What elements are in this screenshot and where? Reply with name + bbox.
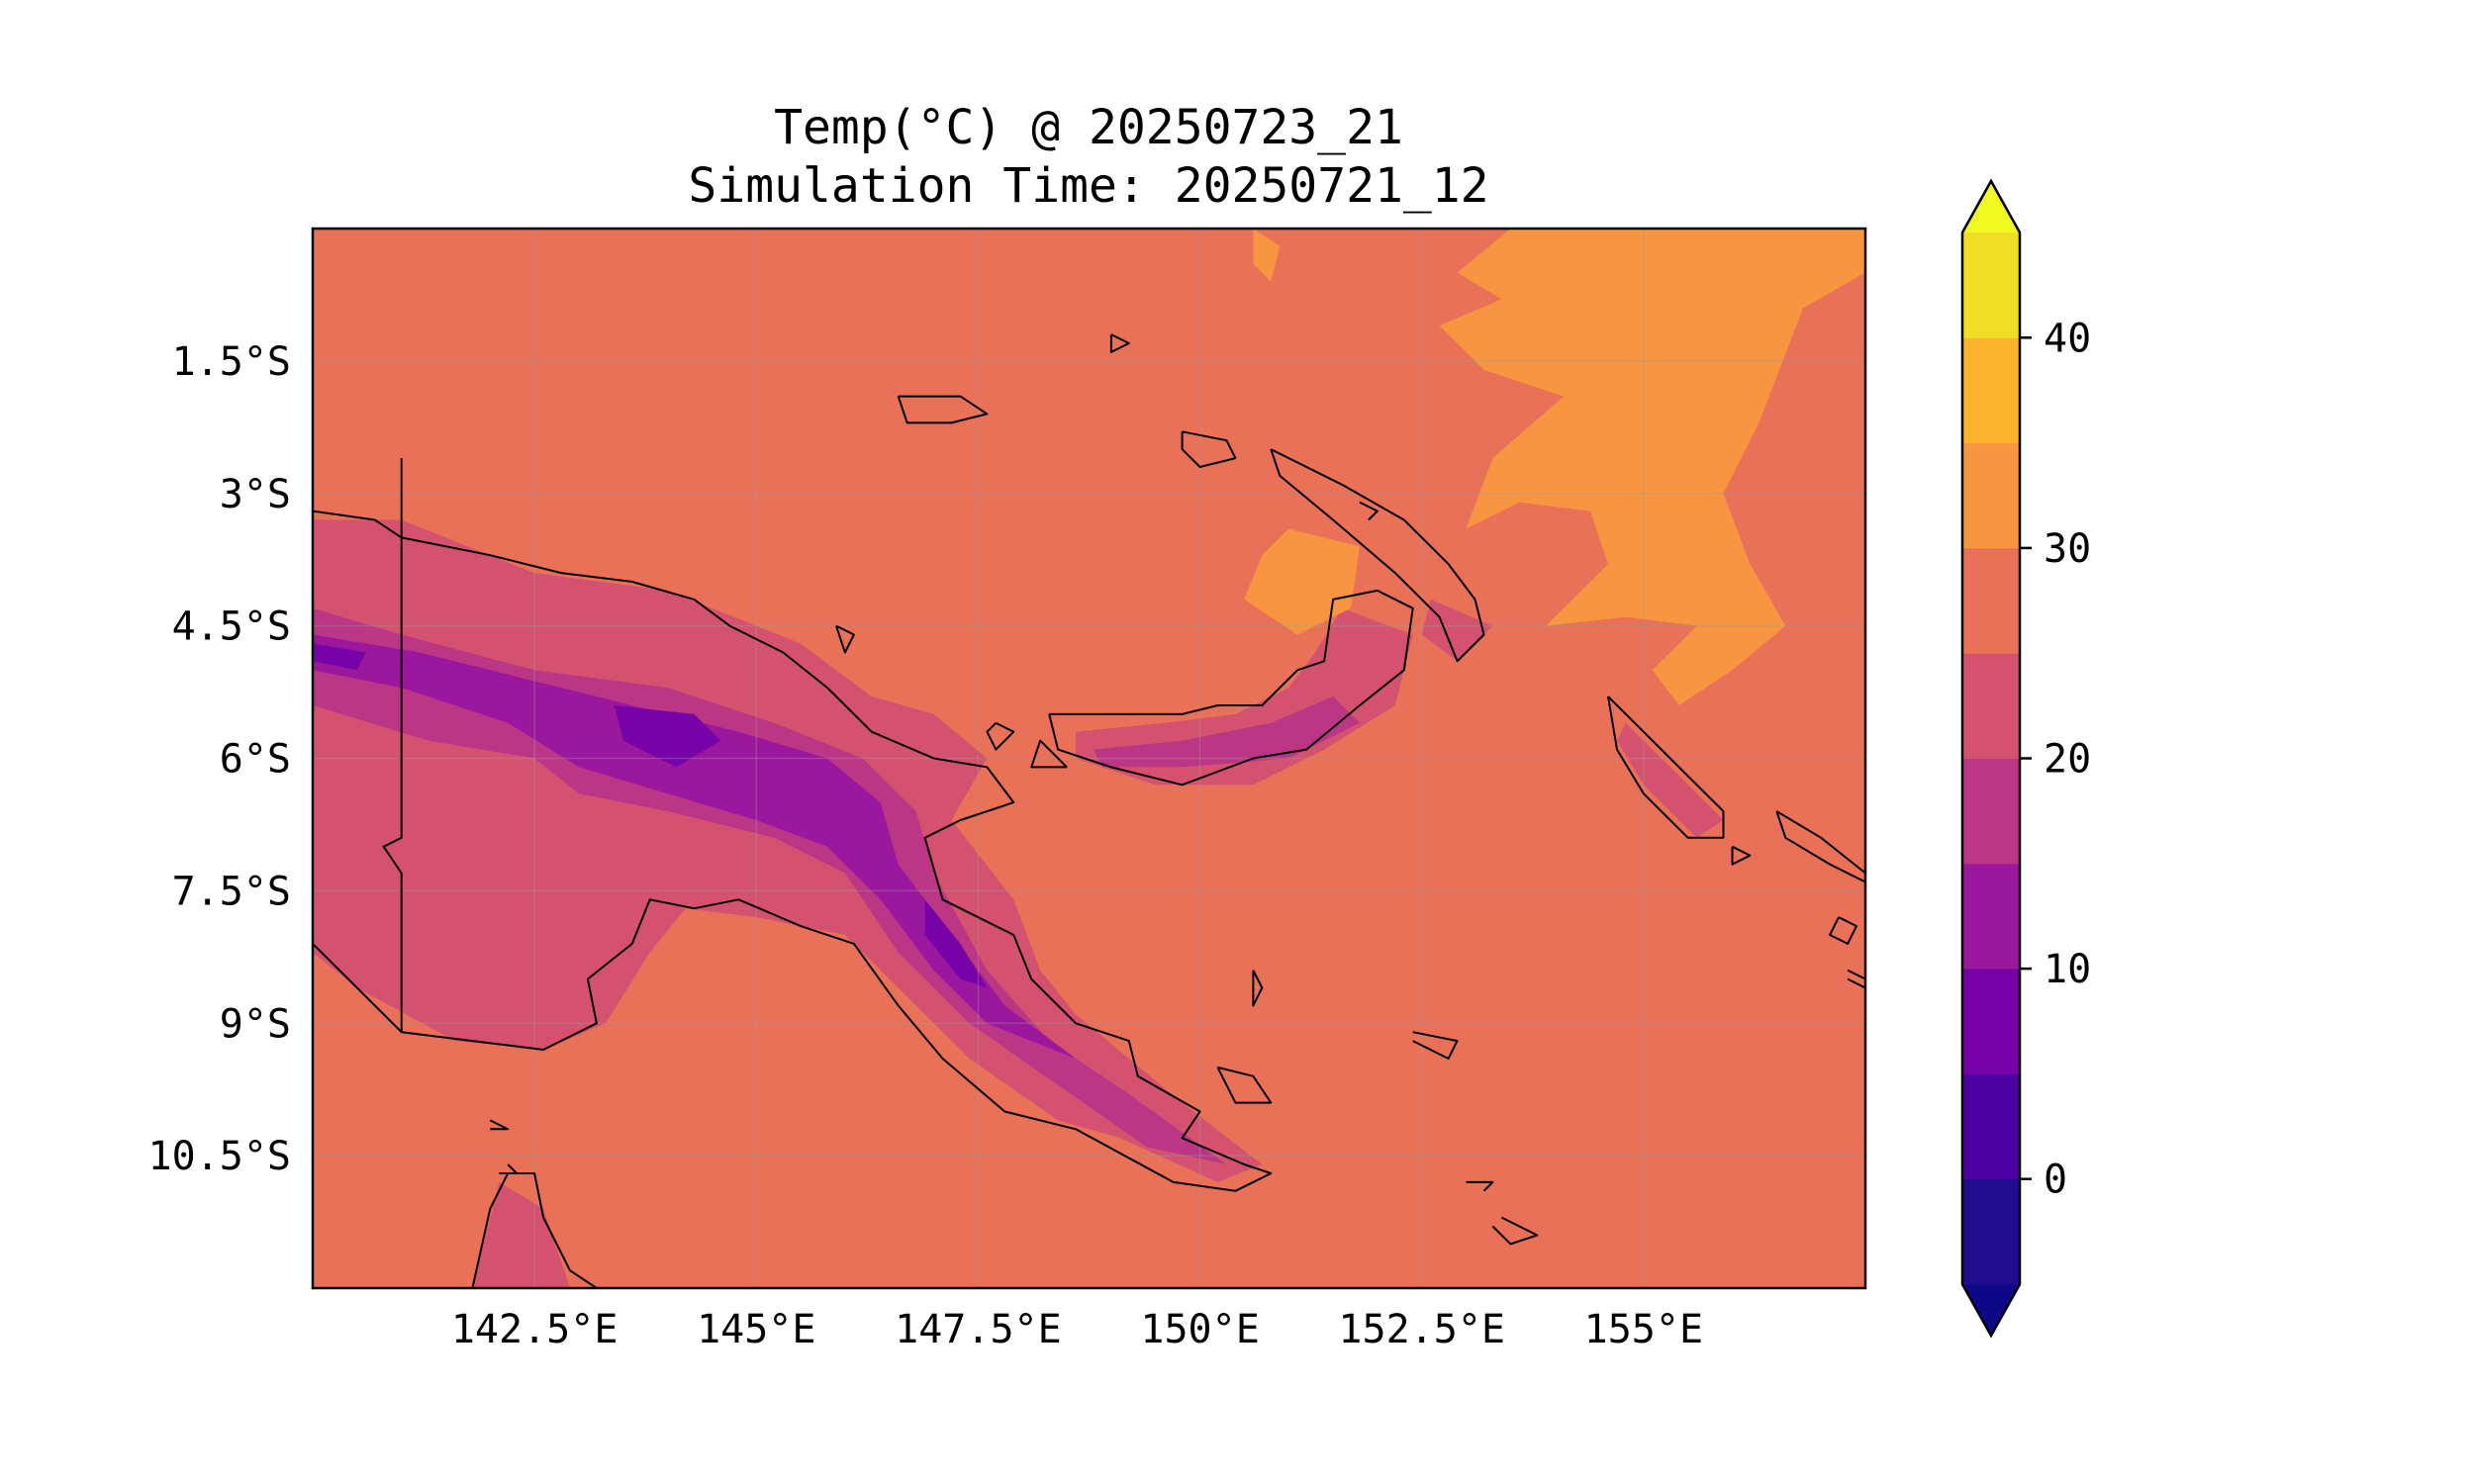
colorbar-over-triangle (1962, 181, 2020, 232)
temperature-region-20-25 (472, 1181, 570, 1288)
colorbar-outline (1960, 178, 2022, 1339)
y-axis: 1.5°S 3°S 4.5°S 6°S 7.5°S 9°S 10.5°S (148, 339, 292, 1179)
colorbar: 0 10 20 30 40 (1960, 178, 2091, 1339)
y-tick-label: 1.5°S (172, 339, 291, 385)
map-area (311, 227, 1867, 1290)
colorbar-segment (1962, 547, 2020, 654)
y-tick-label: 6°S (220, 737, 291, 783)
colorbar-tick-label: 0 (2044, 1158, 2067, 1203)
coastline (1847, 969, 1865, 989)
coastlines (313, 333, 1865, 1288)
coastline (986, 721, 1015, 751)
colorbar-under-triangle (1962, 1284, 2020, 1336)
temperature-region-5-10 (924, 899, 988, 988)
coastline (1412, 1031, 1459, 1060)
temperature-region-20-25 (1421, 599, 1493, 662)
colorbar-segment (1962, 758, 2020, 865)
temperature-region-15-20 (1094, 696, 1360, 768)
coastline (1775, 810, 1865, 883)
colorbar-segment (1962, 969, 2020, 1074)
colorbar-segment (1962, 337, 2020, 444)
country-border (382, 458, 403, 1033)
x-axis: 142.5°E 145°E 147.5°E 150°E 152.5°E 155°E (451, 1307, 1703, 1352)
temperature-region-30-35 (1253, 229, 1281, 282)
y-tick-label: 7.5°S (172, 869, 291, 914)
temperature-region-5-10 (614, 705, 721, 768)
coastline (1048, 589, 1414, 787)
y-tick-label: 10.5°S (148, 1134, 292, 1179)
coastline (1731, 845, 1752, 866)
x-tick-label: 145°E (697, 1307, 815, 1352)
colorbar-segment (1962, 1178, 2020, 1285)
colorbar-tick-label: 30 (2044, 526, 2091, 572)
colorbar-segment (1962, 1073, 2020, 1180)
colorbar-segment (1962, 653, 2020, 759)
coastline (835, 624, 855, 654)
colorbar-tick-label: 10 (2044, 947, 2091, 992)
coastline (1491, 1216, 1539, 1246)
coastline (1030, 739, 1068, 769)
colorbar-segment (1962, 232, 2020, 338)
coastline (1216, 1066, 1273, 1104)
x-tick-label: 147.5°E (895, 1307, 1062, 1352)
colorbar-tick-label: 40 (2044, 316, 2091, 361)
x-tick-label: 150°E (1140, 1307, 1259, 1352)
coastline (489, 1119, 510, 1131)
x-tick-label: 155°E (1584, 1307, 1703, 1352)
temperature-region-30-35 (1439, 229, 1865, 705)
coastline (313, 510, 1273, 1192)
coastline (471, 1172, 598, 1288)
temperature-contours (313, 229, 1865, 1288)
coastline (499, 1163, 519, 1174)
y-tick-label: 3°S (220, 472, 291, 517)
map-gridlines (313, 229, 1865, 1288)
coastline (1466, 1180, 1494, 1192)
chart-subtitle: Simulation Time: 20250721_12 (688, 158, 1488, 214)
colorbar-tick-label: 20 (2044, 737, 2091, 783)
coastline (1252, 970, 1264, 1007)
temperature-region-10-15 (313, 634, 1077, 1059)
coastline (897, 395, 989, 424)
temperature-region-20-25 (1076, 607, 1413, 786)
temperature-region-20-25 (1617, 722, 1724, 838)
x-tick-label: 142.5°E (451, 1307, 618, 1352)
coastline (1607, 696, 1725, 839)
coastline (1109, 333, 1130, 353)
coastline (1270, 448, 1485, 663)
map-frame (311, 227, 1867, 1290)
coastline (1181, 430, 1237, 468)
colorbar-segment (1962, 863, 2020, 970)
y-tick-label: 9°S (220, 1001, 291, 1047)
chart-title: Temp(°C) @ 20250723_21 (774, 100, 1403, 155)
x-tick-label: 152.5°E (1338, 1307, 1505, 1352)
temperature-region-5-10 (313, 643, 366, 671)
coastline (1829, 916, 1857, 945)
colorbar-segment (1962, 442, 2020, 549)
y-tick-label: 4.5°S (172, 604, 291, 650)
coastline (1359, 501, 1379, 521)
